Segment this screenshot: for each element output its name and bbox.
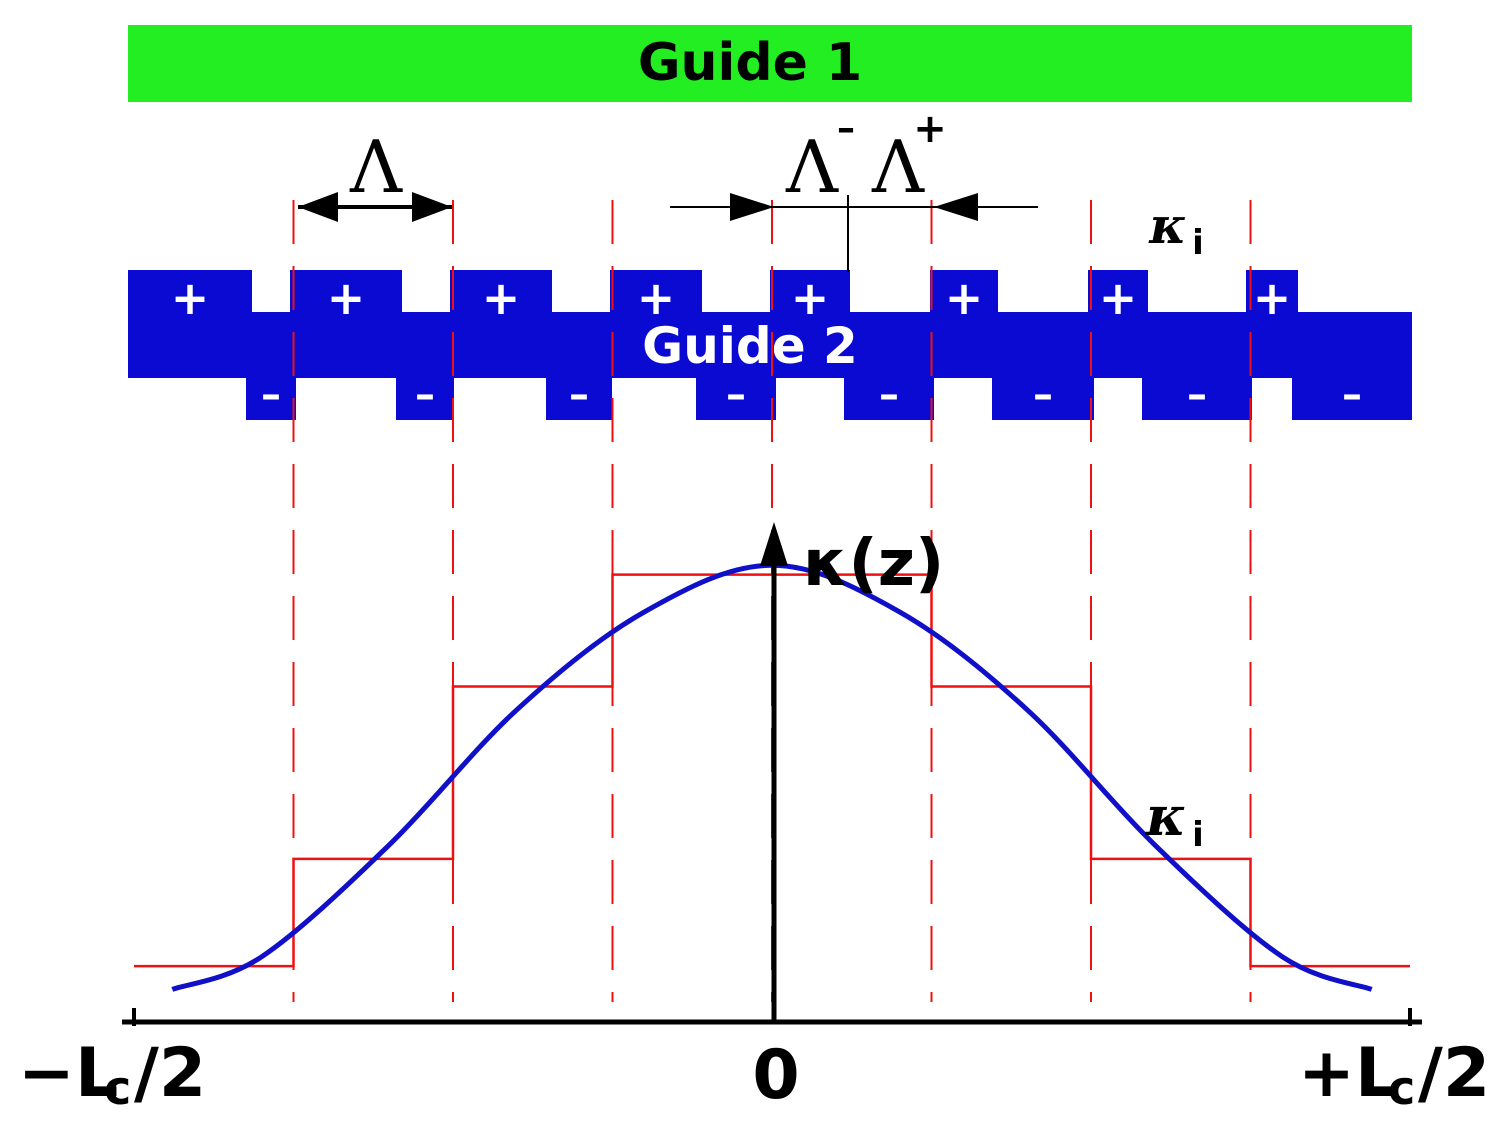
kappa-i-plot-symbol: κ — [1145, 784, 1186, 848]
guide2-label: Guide 2 — [642, 317, 858, 375]
x-tick-label-left: −L c /2 — [18, 1034, 206, 1115]
period-label: Λ — [349, 125, 403, 209]
plus-segment — [770, 270, 850, 314]
guide1-label: Guide 1 — [638, 33, 862, 93]
kappa-i-top-subscript: i — [1192, 223, 1204, 263]
minus-sign: – — [261, 372, 281, 418]
minus-segment — [246, 376, 296, 420]
minus-segment — [696, 376, 776, 420]
minus-sign: – — [569, 372, 589, 418]
guide1-waveguide — [128, 25, 1412, 102]
x-tick-left-main: −L — [18, 1034, 118, 1113]
plus-sign: + — [171, 271, 210, 325]
period-arrow-right-icon — [412, 192, 452, 222]
period-minus-label: Λ — [785, 125, 839, 209]
plus-sign: + — [482, 271, 521, 325]
plus-sign: + — [637, 271, 676, 325]
x-tick-left-sub: c — [104, 1061, 131, 1115]
minus-segment — [1142, 376, 1252, 420]
plus-sign: + — [945, 271, 984, 325]
plus-segment — [610, 270, 702, 314]
minus-sign: – — [1342, 372, 1362, 418]
x-tick-right-main: +L — [1298, 1034, 1398, 1113]
minus-segment — [396, 376, 454, 420]
plus-sign: + — [1099, 271, 1138, 325]
minus-segment — [844, 376, 934, 420]
y-axis-label: κ(z) — [803, 527, 944, 601]
plus-segment — [930, 270, 998, 314]
minus-sign: – — [1187, 372, 1207, 418]
plus-segment — [128, 270, 252, 314]
plus-sign: + — [791, 271, 830, 325]
plus-segment — [1246, 270, 1298, 314]
period-minus-superscript: – — [837, 108, 855, 149]
minus-segment — [1292, 376, 1412, 420]
y-axis-arrow-icon — [760, 522, 788, 566]
x-tick-right-tail: /2 — [1418, 1034, 1490, 1113]
x-tick-right-sub: c — [1388, 1061, 1415, 1115]
period-plus-label: Λ — [871, 125, 925, 209]
period-plus-superscript: + — [913, 106, 947, 152]
period-split-dimension: Λ – Λ + — [670, 106, 1038, 272]
minus-sign: – — [415, 372, 435, 418]
x-tick-label-center: 0 — [752, 1036, 799, 1115]
guide2-core — [128, 312, 1412, 378]
kappa-i-plot-subscript: i — [1192, 815, 1204, 855]
guide2-waveguide: + + + + + + + + – – – – – – – – — [128, 270, 1412, 420]
minus-sign: – — [1033, 372, 1053, 418]
plus-sign: + — [327, 271, 366, 325]
minus-sign: – — [726, 372, 746, 418]
plus-sign: + — [1253, 271, 1292, 325]
split-arrow-left-icon — [730, 193, 774, 221]
x-tick-label-right: +L c /2 — [1298, 1034, 1490, 1115]
kappa-i-top-label: κ i — [1148, 196, 1204, 263]
kappa-i-top-symbol: κ — [1148, 196, 1186, 255]
kappa-plot: κ(z) κ i −L c /2 0 +L c /2 — [18, 522, 1490, 1115]
plus-segment — [450, 270, 552, 314]
kappa-i-plot-label: κ i — [1145, 784, 1204, 855]
period-dimension: Λ — [298, 125, 452, 222]
x-tick-left-tail: /2 — [134, 1034, 206, 1113]
minus-sign: – — [879, 372, 899, 418]
minus-segment — [992, 376, 1094, 420]
period-arrow-left-icon — [298, 192, 338, 222]
split-arrow-right-icon — [934, 193, 978, 221]
plus-segment — [1088, 270, 1148, 314]
minus-segment — [546, 376, 612, 420]
plus-segment — [290, 270, 402, 314]
